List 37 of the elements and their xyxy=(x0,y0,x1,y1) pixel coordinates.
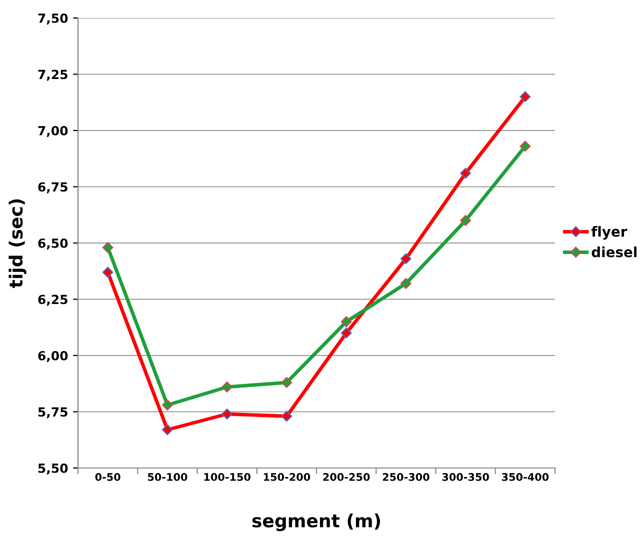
point xyxy=(340,316,352,328)
x-tick-label: 300-350 xyxy=(442,473,489,481)
point xyxy=(102,242,114,253)
point xyxy=(520,91,531,102)
point xyxy=(162,400,173,410)
x-axis-title: segment (m) xyxy=(252,514,380,532)
y-tick-label: 6,00 xyxy=(38,350,68,362)
y-tick-label: 6,25 xyxy=(38,294,68,306)
point xyxy=(460,168,472,179)
point xyxy=(400,253,412,264)
legend-label: diesel xyxy=(592,246,637,258)
y-tick-label: 5,75 xyxy=(38,407,68,418)
y-tick-label: 7,00 xyxy=(38,126,68,138)
x-tick-label: 100-150 xyxy=(204,473,250,481)
legend-label: flyer xyxy=(591,226,628,240)
y-tick-label: 7,25 xyxy=(38,70,68,81)
point xyxy=(102,266,114,278)
point xyxy=(281,377,292,388)
point xyxy=(162,424,173,436)
x-tick-label: 50-100 xyxy=(148,473,188,481)
x-tick-label: 350-400 xyxy=(502,473,549,481)
y-tick-label: 6,75 xyxy=(38,182,68,194)
point xyxy=(222,408,233,420)
point xyxy=(222,382,233,392)
point xyxy=(400,278,412,289)
point xyxy=(520,140,531,152)
y-tick-label: 7,50 xyxy=(38,13,68,25)
x-tick-label: 200-250 xyxy=(323,473,370,481)
point xyxy=(281,410,292,422)
y-tick-label: 6,50 xyxy=(38,238,68,250)
x-tick-label: 250-300 xyxy=(382,473,430,481)
x-tick-label: 0-50 xyxy=(95,473,120,481)
x-tick-label: 150-200 xyxy=(264,473,310,481)
point xyxy=(460,215,472,226)
y-tick-label: 5,50 xyxy=(38,463,68,475)
y-axis-title: tijd (sec) xyxy=(8,199,26,288)
point xyxy=(340,328,352,338)
